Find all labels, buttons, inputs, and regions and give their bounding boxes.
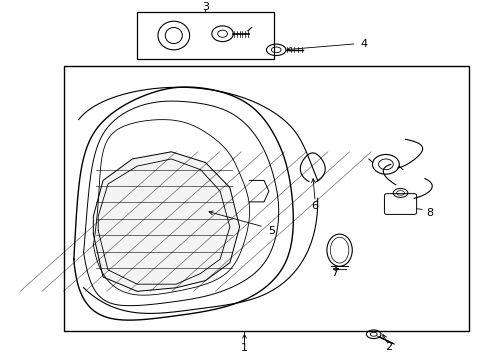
Text: 3: 3: [202, 2, 208, 12]
Text: 6: 6: [311, 201, 318, 211]
Text: 4: 4: [360, 39, 367, 49]
Text: 1: 1: [241, 343, 247, 353]
Bar: [137, 12, 273, 59]
FancyBboxPatch shape: [384, 194, 416, 215]
Bar: [64, 66, 468, 331]
Text: 2: 2: [384, 342, 391, 352]
Text: 7: 7: [330, 269, 338, 278]
Text: 8: 8: [426, 208, 432, 218]
Text: 5: 5: [267, 225, 274, 235]
Polygon shape: [93, 152, 239, 291]
